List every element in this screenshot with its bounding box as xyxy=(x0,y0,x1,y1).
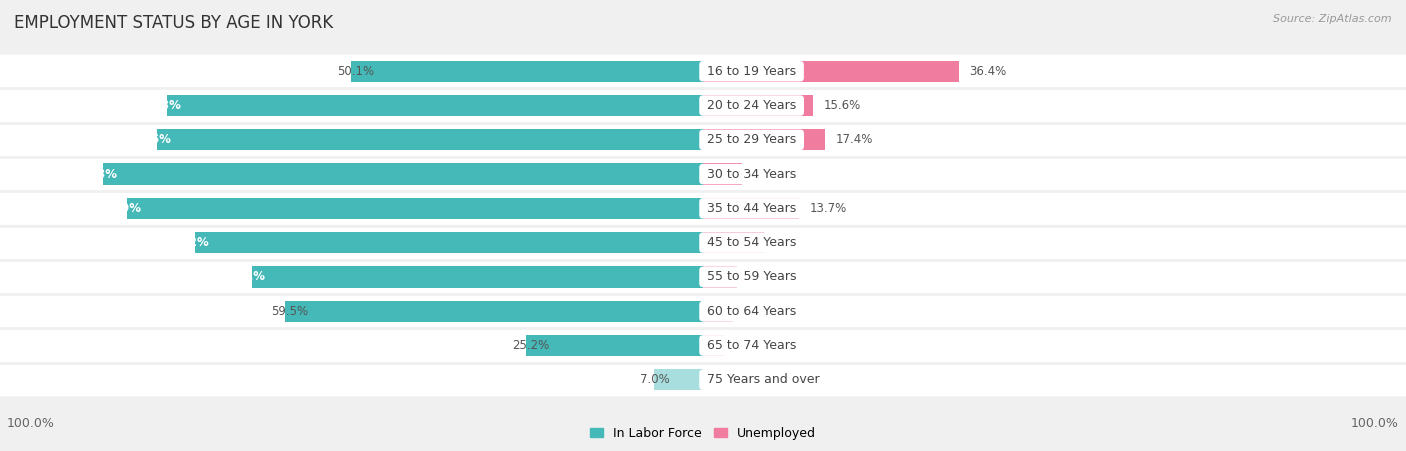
Text: 16 to 19 Years: 16 to 19 Years xyxy=(703,65,800,78)
Bar xyxy=(352,60,703,82)
Bar xyxy=(252,266,703,288)
FancyBboxPatch shape xyxy=(703,329,1406,362)
Text: 13.7%: 13.7% xyxy=(810,202,846,215)
Text: 8.7%: 8.7% xyxy=(775,236,804,249)
Text: 45 to 54 Years: 45 to 54 Years xyxy=(703,236,800,249)
Bar xyxy=(127,198,703,219)
FancyBboxPatch shape xyxy=(0,123,703,156)
Bar xyxy=(104,163,703,185)
Text: 30 to 34 Years: 30 to 34 Years xyxy=(703,168,800,180)
FancyBboxPatch shape xyxy=(703,260,1406,294)
FancyBboxPatch shape xyxy=(0,55,703,88)
Text: 81.9%: 81.9% xyxy=(100,202,141,215)
FancyBboxPatch shape xyxy=(0,329,703,362)
Bar xyxy=(284,300,703,322)
FancyBboxPatch shape xyxy=(0,192,703,225)
FancyBboxPatch shape xyxy=(0,226,703,259)
FancyBboxPatch shape xyxy=(703,363,1406,396)
Text: 77.6%: 77.6% xyxy=(131,133,172,146)
Text: 55 to 59 Years: 55 to 59 Years xyxy=(703,271,800,283)
FancyBboxPatch shape xyxy=(0,157,703,191)
Bar xyxy=(703,232,765,253)
Text: 4.2%: 4.2% xyxy=(744,305,773,318)
FancyBboxPatch shape xyxy=(703,157,1406,191)
Text: 75 Years and over: 75 Years and over xyxy=(703,373,824,386)
Text: 50.1%: 50.1% xyxy=(337,65,374,78)
Text: 5.6%: 5.6% xyxy=(754,168,783,180)
FancyBboxPatch shape xyxy=(703,123,1406,156)
FancyBboxPatch shape xyxy=(0,363,703,396)
Bar xyxy=(703,335,724,356)
Bar xyxy=(703,163,742,185)
Text: 20 to 24 Years: 20 to 24 Years xyxy=(703,99,800,112)
Bar xyxy=(157,129,703,151)
Text: 17.4%: 17.4% xyxy=(835,133,873,146)
FancyBboxPatch shape xyxy=(0,89,703,122)
Bar xyxy=(703,266,737,288)
Bar xyxy=(526,335,703,356)
Text: 25 to 29 Years: 25 to 29 Years xyxy=(703,133,800,146)
Text: 76.3%: 76.3% xyxy=(139,99,181,112)
Text: 0.0%: 0.0% xyxy=(713,373,744,386)
Text: 59.5%: 59.5% xyxy=(270,305,308,318)
Text: 4.8%: 4.8% xyxy=(748,271,778,283)
Legend: In Labor Force, Unemployed: In Labor Force, Unemployed xyxy=(585,422,821,445)
Text: 72.2%: 72.2% xyxy=(169,236,209,249)
FancyBboxPatch shape xyxy=(703,192,1406,225)
FancyBboxPatch shape xyxy=(703,295,1406,328)
Text: 15.6%: 15.6% xyxy=(824,99,860,112)
Text: 60 to 64 Years: 60 to 64 Years xyxy=(703,305,800,318)
Text: 7.0%: 7.0% xyxy=(640,373,669,386)
Text: 100.0%: 100.0% xyxy=(7,418,55,430)
Text: 64.2%: 64.2% xyxy=(225,271,266,283)
Bar xyxy=(703,129,825,151)
Text: 35 to 44 Years: 35 to 44 Years xyxy=(703,202,800,215)
Text: 85.3%: 85.3% xyxy=(76,168,117,180)
FancyBboxPatch shape xyxy=(703,55,1406,88)
Bar xyxy=(166,95,703,116)
FancyBboxPatch shape xyxy=(703,89,1406,122)
Text: EMPLOYMENT STATUS BY AGE IN YORK: EMPLOYMENT STATUS BY AGE IN YORK xyxy=(14,14,333,32)
FancyBboxPatch shape xyxy=(0,295,703,328)
Text: Source: ZipAtlas.com: Source: ZipAtlas.com xyxy=(1274,14,1392,23)
Bar xyxy=(703,300,733,322)
Bar xyxy=(703,95,813,116)
Bar xyxy=(654,369,703,391)
Bar xyxy=(703,60,959,82)
Text: 100.0%: 100.0% xyxy=(1351,418,1399,430)
Text: 25.2%: 25.2% xyxy=(512,339,548,352)
FancyBboxPatch shape xyxy=(703,226,1406,259)
Text: 36.4%: 36.4% xyxy=(970,65,1007,78)
FancyBboxPatch shape xyxy=(0,260,703,294)
Text: 65 to 74 Years: 65 to 74 Years xyxy=(703,339,800,352)
Text: 3.0%: 3.0% xyxy=(734,339,765,352)
Bar xyxy=(703,198,799,219)
Bar xyxy=(195,232,703,253)
